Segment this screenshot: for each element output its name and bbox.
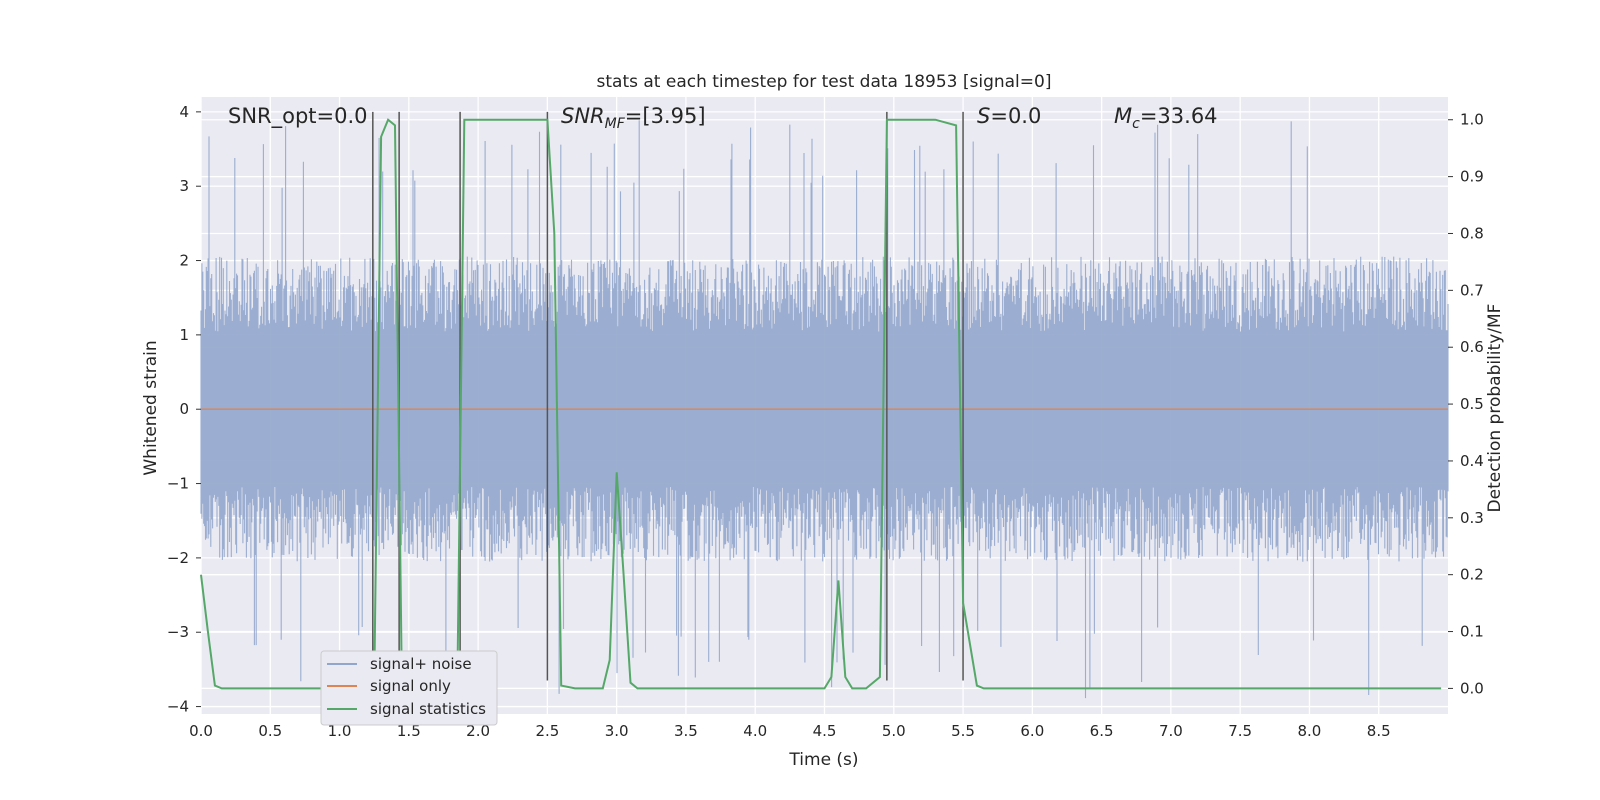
y-axis-ticks: 4 3 2 1 0 −1 −2 −3 −4 [167,103,201,716]
x-tick-label: 3.0 [605,722,629,740]
x-tick-label: 4.0 [743,722,767,740]
y2-axis-label: Detection probability/MF [1485,304,1505,513]
x-tick-label: 4.5 [813,722,837,740]
x-tick-label: 6.0 [1020,722,1044,740]
y-tick-label: −1 [167,475,189,493]
annotation-s: S=0.0 [977,104,1041,128]
x-tick-label: 8.5 [1367,722,1391,740]
y2-tick-label: 0.2 [1460,566,1484,584]
y2-tick-label: 1.0 [1460,111,1484,129]
annotation-snr-mf-main: SNR [561,104,605,128]
annotation-snr-mf-value: =[3.95] [625,104,706,128]
y-tick-label: 2 [179,252,189,270]
annotation-snr-mf-sub: MF [605,116,626,132]
x-tick-label: 3.5 [674,722,698,740]
y-tick-label: −3 [167,623,189,641]
y-tick-label: −2 [167,549,189,567]
legend-box [320,650,498,726]
y-tick-label: 4 [179,103,189,121]
y-tick-label: −4 [167,698,189,716]
legend: signal+ noise signal only signal statist… [320,650,498,726]
x-tick-label: 7.0 [1159,722,1183,740]
annotation-s-value: =0.0 [990,104,1041,128]
x-tick-label: 7.5 [1228,722,1252,740]
series-signal-statistics [200,118,1442,690]
series-signal-plus-noise [200,120,1449,699]
annotation-mc-sub: c [1132,116,1140,132]
x-tick-label: 6.5 [1090,722,1114,740]
x-tick-label: 0.0 [189,722,213,740]
annotation-mc: Mc=33.64 [1114,104,1218,132]
x-tick-label: 5.5 [951,722,975,740]
legend-label-signal-only: signal only [370,677,451,695]
noise-trace [200,120,1449,699]
x-tick-label: 8.0 [1298,722,1322,740]
y-axis-label: Whitened strain [141,340,161,475]
x-axis-label: Time (s) [788,750,858,770]
annotation-snr-opt: SNR_opt=0.0 [228,104,368,129]
x-tick-label: 0.5 [258,722,282,740]
y2-tick-label: 0.0 [1460,679,1484,697]
legend-label-signal-statistics: signal statistics [370,700,486,718]
x-tick-label: 2.0 [466,722,490,740]
annotation-snr-mf: SNRMF=[3.95] [561,104,706,132]
annotation-s-symbol: S [977,104,990,128]
x-tick-label: 1.0 [328,722,352,740]
x-axis-ticks: 0.0 0.5 1.0 1.5 2.0 2.5 3.0 3.5 4.0 4.5 5.0 5.5 6.0 6… [189,722,1391,740]
x-tick-label: 1.5 [397,722,421,740]
y2-tick-label: 0.8 [1460,224,1484,242]
annotation-mc-symbol: M [1114,104,1132,128]
y2-tick-label: 0.5 [1460,395,1484,413]
legend-label-signal-plus-noise: signal+ noise [370,655,472,673]
y2-tick-label: 0.1 [1460,623,1484,641]
y2-tick-label: 0.9 [1460,168,1484,186]
y2-tick-label: 0.3 [1460,509,1484,527]
x-tick-label: 5.0 [882,722,906,740]
y2-tick-label: 0.7 [1460,281,1484,299]
y2-tick-label: 0.4 [1460,452,1484,470]
y2-tick-label: 0.6 [1460,338,1484,356]
y-tick-label: 3 [179,177,189,195]
y-tick-label: 1 [179,326,189,344]
y-tick-label: 0 [179,400,189,418]
y2-axis-ticks: 1.0 0.9 0.8 0.7 0.6 0.5 0.4 0.3 0.2 0.1 0.0 [1448,111,1484,697]
chart-title: stats at each timestep for test data 189… [597,72,1052,92]
x-tick-label: 2.5 [535,722,559,740]
annotation-mc-value: =33.64 [1140,104,1218,128]
